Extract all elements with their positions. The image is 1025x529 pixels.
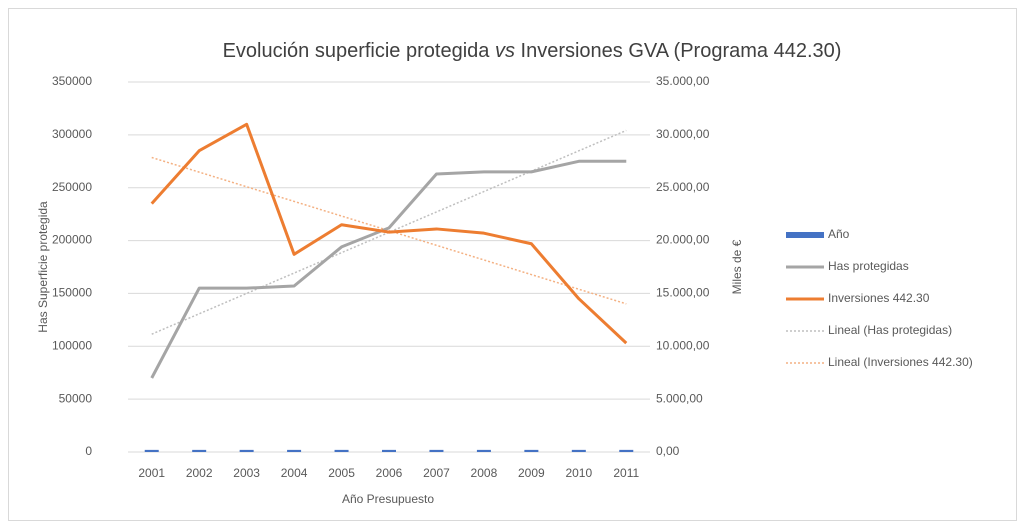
y-tick-label: 200000 [52, 233, 92, 247]
y-tick-label: 300000 [52, 127, 92, 141]
y2-tick-label: 15.000,00 [656, 286, 710, 300]
x-tick-label: 2010 [565, 466, 592, 480]
bar [619, 449, 634, 452]
bar [239, 449, 254, 452]
bar [429, 449, 444, 452]
series-line [150, 159, 627, 379]
y-tick-label: 350000 [52, 74, 92, 88]
x-tick-label: 2005 [328, 466, 355, 480]
y-tick-label: 0 [85, 444, 92, 458]
legend-label: Inversiones 442.30 [828, 291, 930, 305]
x-tick-label: 2004 [281, 466, 308, 480]
legend-label: Lineal (Inversiones 442.30) [828, 355, 973, 369]
x-tick-label: 2006 [376, 466, 403, 480]
y2-tick-label: 20.000,00 [656, 233, 710, 247]
y2-axis-label: Miles de € [730, 239, 744, 294]
y-tick-label: 100000 [52, 338, 92, 352]
y-tick-label: 250000 [52, 180, 92, 194]
y2-tick-label: 25.000,00 [656, 180, 710, 194]
x-tick-label: 2003 [233, 466, 260, 480]
chart-title: Evolución superficie protegida vs Invers… [223, 40, 842, 62]
bar [192, 449, 207, 452]
bar [524, 449, 539, 452]
title-part: Evolución superficie protegida [223, 40, 491, 62]
legend-swatch [786, 232, 824, 238]
y2-tick-label: 5.000,00 [656, 391, 703, 405]
x-tick-label: 2002 [186, 466, 213, 480]
bar [476, 449, 491, 452]
chart-border [8, 8, 1017, 521]
title-emphasis: vs [495, 40, 515, 62]
y-tick-label: 50000 [59, 391, 93, 405]
x-tick-label: 2001 [138, 466, 165, 480]
y-tick-label: 150000 [52, 286, 92, 300]
y2-tick-label: 30.000,00 [656, 127, 710, 141]
y-axis-label: Has Superficie protegida [36, 201, 50, 333]
x-tick-label: 2009 [518, 466, 545, 480]
legend-label: Año [828, 227, 850, 241]
legend-label: Lineal (Has protegidas) [828, 323, 952, 337]
x-tick-label: 2007 [423, 466, 450, 480]
bar [144, 449, 159, 452]
bar [287, 449, 302, 452]
legend-label: Has protegidas [828, 259, 909, 273]
y2-tick-label: 10.000,00 [656, 338, 710, 352]
series-line [150, 122, 628, 345]
bar [334, 449, 349, 452]
y2-tick-label: 0,00 [656, 444, 680, 458]
title-part: Inversiones GVA (Programa 442.30) [521, 40, 842, 62]
x-tick-label: 2011 [613, 466, 639, 480]
x-tick-label: 2008 [471, 466, 498, 480]
x-axis-label: Año Presupuesto [342, 492, 434, 506]
bar [571, 449, 586, 452]
bar [382, 449, 396, 452]
y2-tick-label: 35.000,00 [656, 74, 710, 88]
